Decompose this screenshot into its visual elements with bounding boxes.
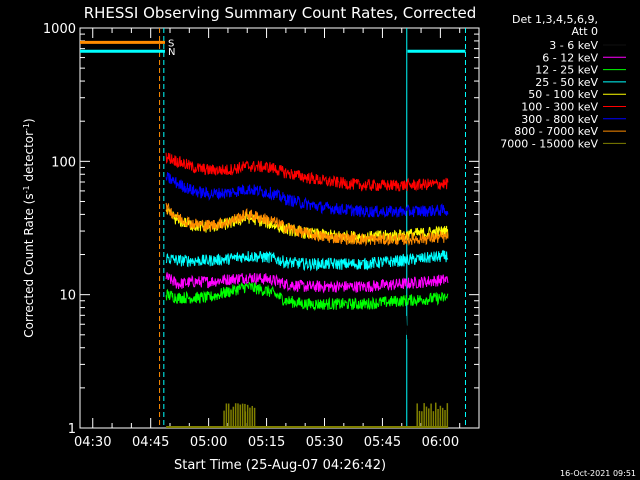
legend-entry-label: 7000 - 15000 keV xyxy=(500,137,598,150)
y-axis-label-main: Corrected Count Rate (s xyxy=(22,193,36,337)
series-line xyxy=(165,272,449,294)
x-tick-label: 05:30 xyxy=(306,435,343,450)
y-tick-label: 1000 xyxy=(43,22,76,37)
x-tick-label: 04:30 xyxy=(74,435,111,450)
y-tick-label: 100 xyxy=(51,155,76,170)
legend-entry-label: 300 - 800 keV xyxy=(521,113,598,126)
state-bar-label: N xyxy=(168,47,175,58)
plot-area: 1 10 100 1000 04:30 04:45 05:00 05:15 05:30 05:45… xyxy=(43,22,480,450)
footer-timestamp: 16-Oct-2021 09:51 xyxy=(560,469,636,478)
x-tick-label: 06:00 xyxy=(422,435,459,450)
series-line xyxy=(165,202,449,247)
y-axis-label-sup2: -1 xyxy=(22,123,31,131)
x-tick-label: 05:45 xyxy=(364,435,401,450)
legend-header: Det 1,3,4,5,6,9, xyxy=(512,13,598,26)
y-axis-label: Corrected Count Rate (s-1 detector-1) xyxy=(22,118,37,337)
state-bar-label: S xyxy=(168,38,174,49)
chart-title: RHESSI Observing Summary Count Rates, Co… xyxy=(84,4,477,22)
series-line xyxy=(165,172,449,218)
x-tick-label: 04:45 xyxy=(132,435,169,450)
legend-entry-label: 12 - 25 keV xyxy=(535,64,598,77)
series-line xyxy=(165,249,449,272)
legend-entry-label: 100 - 300 keV xyxy=(521,101,598,114)
legend-entry-label: 25 - 50 keV xyxy=(535,76,598,89)
x-axis-label: Start Time (25-Aug-07 04:26:42) xyxy=(174,458,386,473)
y-axis-label-sup1: -1 xyxy=(22,185,31,193)
x-tick-label: 05:15 xyxy=(248,435,285,450)
series-line xyxy=(165,152,449,192)
x-tick-label: 05:00 xyxy=(190,435,227,450)
series-line xyxy=(165,292,449,346)
y-axis-label-end: ) xyxy=(22,118,36,123)
legend-entry-label: 800 - 7000 keV xyxy=(514,125,598,138)
y-tick-label: 10 xyxy=(59,289,76,304)
y-tick-label: 1 xyxy=(68,422,76,437)
legend-entry-label: 50 - 100 keV xyxy=(528,88,598,101)
legend-entry-label: 3 - 6 keV xyxy=(549,39,598,52)
legend-header: Att 0 xyxy=(572,25,598,38)
series-line xyxy=(165,281,449,311)
legend-entry-label: 6 - 12 keV xyxy=(542,51,598,64)
y-axis-label-mid: detector xyxy=(22,131,36,186)
